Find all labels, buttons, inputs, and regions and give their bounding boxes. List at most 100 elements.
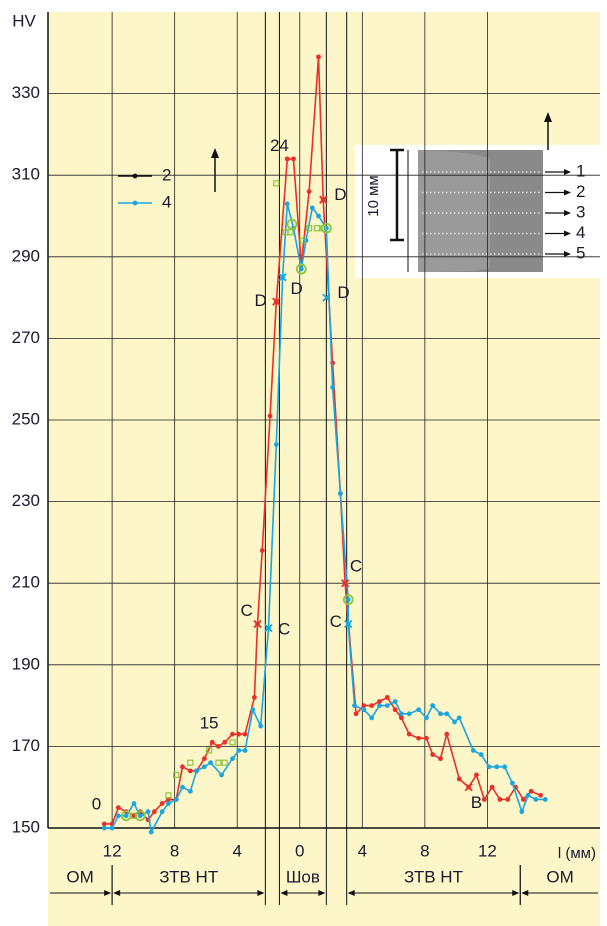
y-tick-label: 230 <box>12 491 40 510</box>
data-point <box>188 768 193 773</box>
data-point <box>102 822 107 827</box>
y-tick-label: 250 <box>12 409 40 428</box>
data-point <box>174 797 179 802</box>
data-point <box>352 703 357 708</box>
data-point <box>260 548 265 553</box>
data-point <box>258 724 263 729</box>
x-tick-label: 12 <box>103 841 122 860</box>
data-point <box>457 777 462 782</box>
inset-line-label: 3 <box>576 202 585 221</box>
annotation: C <box>278 620 290 639</box>
annotation: 0 <box>92 795 101 814</box>
data-point <box>416 736 421 741</box>
data-point <box>210 740 215 745</box>
y-tick-label: 330 <box>12 83 40 102</box>
data-point <box>208 760 213 765</box>
data-point <box>498 797 503 802</box>
data-point <box>268 414 273 419</box>
x-title: l (мм) <box>558 845 596 862</box>
y-tick-label: 150 <box>12 817 40 836</box>
data-point <box>479 752 484 757</box>
data-point <box>146 809 151 814</box>
data-point <box>307 189 312 194</box>
data-point <box>132 801 137 806</box>
x-tick-label: 0 <box>295 841 304 860</box>
y-title: HV <box>12 11 36 30</box>
zone-area <box>48 828 600 926</box>
data-point <box>222 740 227 745</box>
annotation: C <box>350 556 362 575</box>
data-point <box>399 711 404 716</box>
data-point <box>377 703 382 708</box>
data-point <box>202 756 207 761</box>
data-point <box>424 736 429 741</box>
data-point <box>166 801 171 806</box>
x-tick-label: 4 <box>232 841 241 860</box>
data-point <box>102 826 107 831</box>
data-point <box>354 711 359 716</box>
chart: HV l (мм) 10 мм 12345 150170190210230250… <box>0 0 607 926</box>
annotation: B <box>471 793 482 812</box>
data-point <box>430 752 435 757</box>
data-point <box>230 732 235 737</box>
zone-label: Шов <box>286 867 320 886</box>
data-point <box>529 789 534 794</box>
annotation: C <box>330 612 342 631</box>
data-point <box>487 764 492 769</box>
inset-line-label: 2 <box>576 182 585 201</box>
zone-label: ОМ <box>66 867 93 886</box>
data-point <box>216 744 221 749</box>
annotation: 15 <box>200 713 219 732</box>
y-tick-label: 310 <box>12 165 40 184</box>
data-point <box>385 695 390 700</box>
data-point <box>202 764 207 769</box>
data-point <box>430 703 435 708</box>
zone-label: ОМ <box>546 867 573 886</box>
y-tick-label: 270 <box>12 328 40 347</box>
data-point <box>138 813 143 818</box>
data-point <box>152 809 157 814</box>
data-point <box>124 813 129 818</box>
data-point <box>505 797 510 802</box>
x-tick-label: 12 <box>478 841 497 860</box>
data-point <box>338 491 343 496</box>
data-point <box>407 711 412 716</box>
annotation: D <box>255 291 267 310</box>
data-point <box>490 785 495 790</box>
scale-label: 10 мм <box>365 175 382 216</box>
x-tick-label: 8 <box>420 841 429 860</box>
data-point <box>369 703 374 708</box>
data-point <box>180 785 185 790</box>
data-point <box>510 781 515 786</box>
data-point <box>324 226 329 231</box>
data-point <box>219 773 224 778</box>
y-tick-label: 170 <box>12 736 40 755</box>
annotation: D <box>290 279 302 298</box>
data-point <box>180 764 185 769</box>
data-point <box>407 732 412 737</box>
data-point <box>361 703 366 708</box>
data-point <box>538 793 543 798</box>
data-point <box>160 809 165 814</box>
data-point <box>457 715 462 720</box>
data-point <box>250 707 255 712</box>
data-point <box>285 201 290 206</box>
data-point <box>304 238 309 243</box>
legend-label: 4 <box>162 192 171 211</box>
data-point <box>438 756 443 761</box>
data-point <box>482 797 487 802</box>
data-point <box>452 720 457 725</box>
data-point <box>424 715 429 720</box>
data-point <box>149 830 154 835</box>
data-point <box>393 699 398 704</box>
y-tick-label: 210 <box>12 573 40 592</box>
data-point <box>369 715 374 720</box>
annotation: 24 <box>270 136 289 155</box>
legend-marker <box>133 174 138 179</box>
data-point <box>346 597 351 602</box>
data-point <box>285 156 290 161</box>
x-tick-label: 4 <box>358 841 367 860</box>
data-point <box>519 809 524 814</box>
inset-line-label: 1 <box>576 161 585 180</box>
data-point <box>252 695 257 700</box>
